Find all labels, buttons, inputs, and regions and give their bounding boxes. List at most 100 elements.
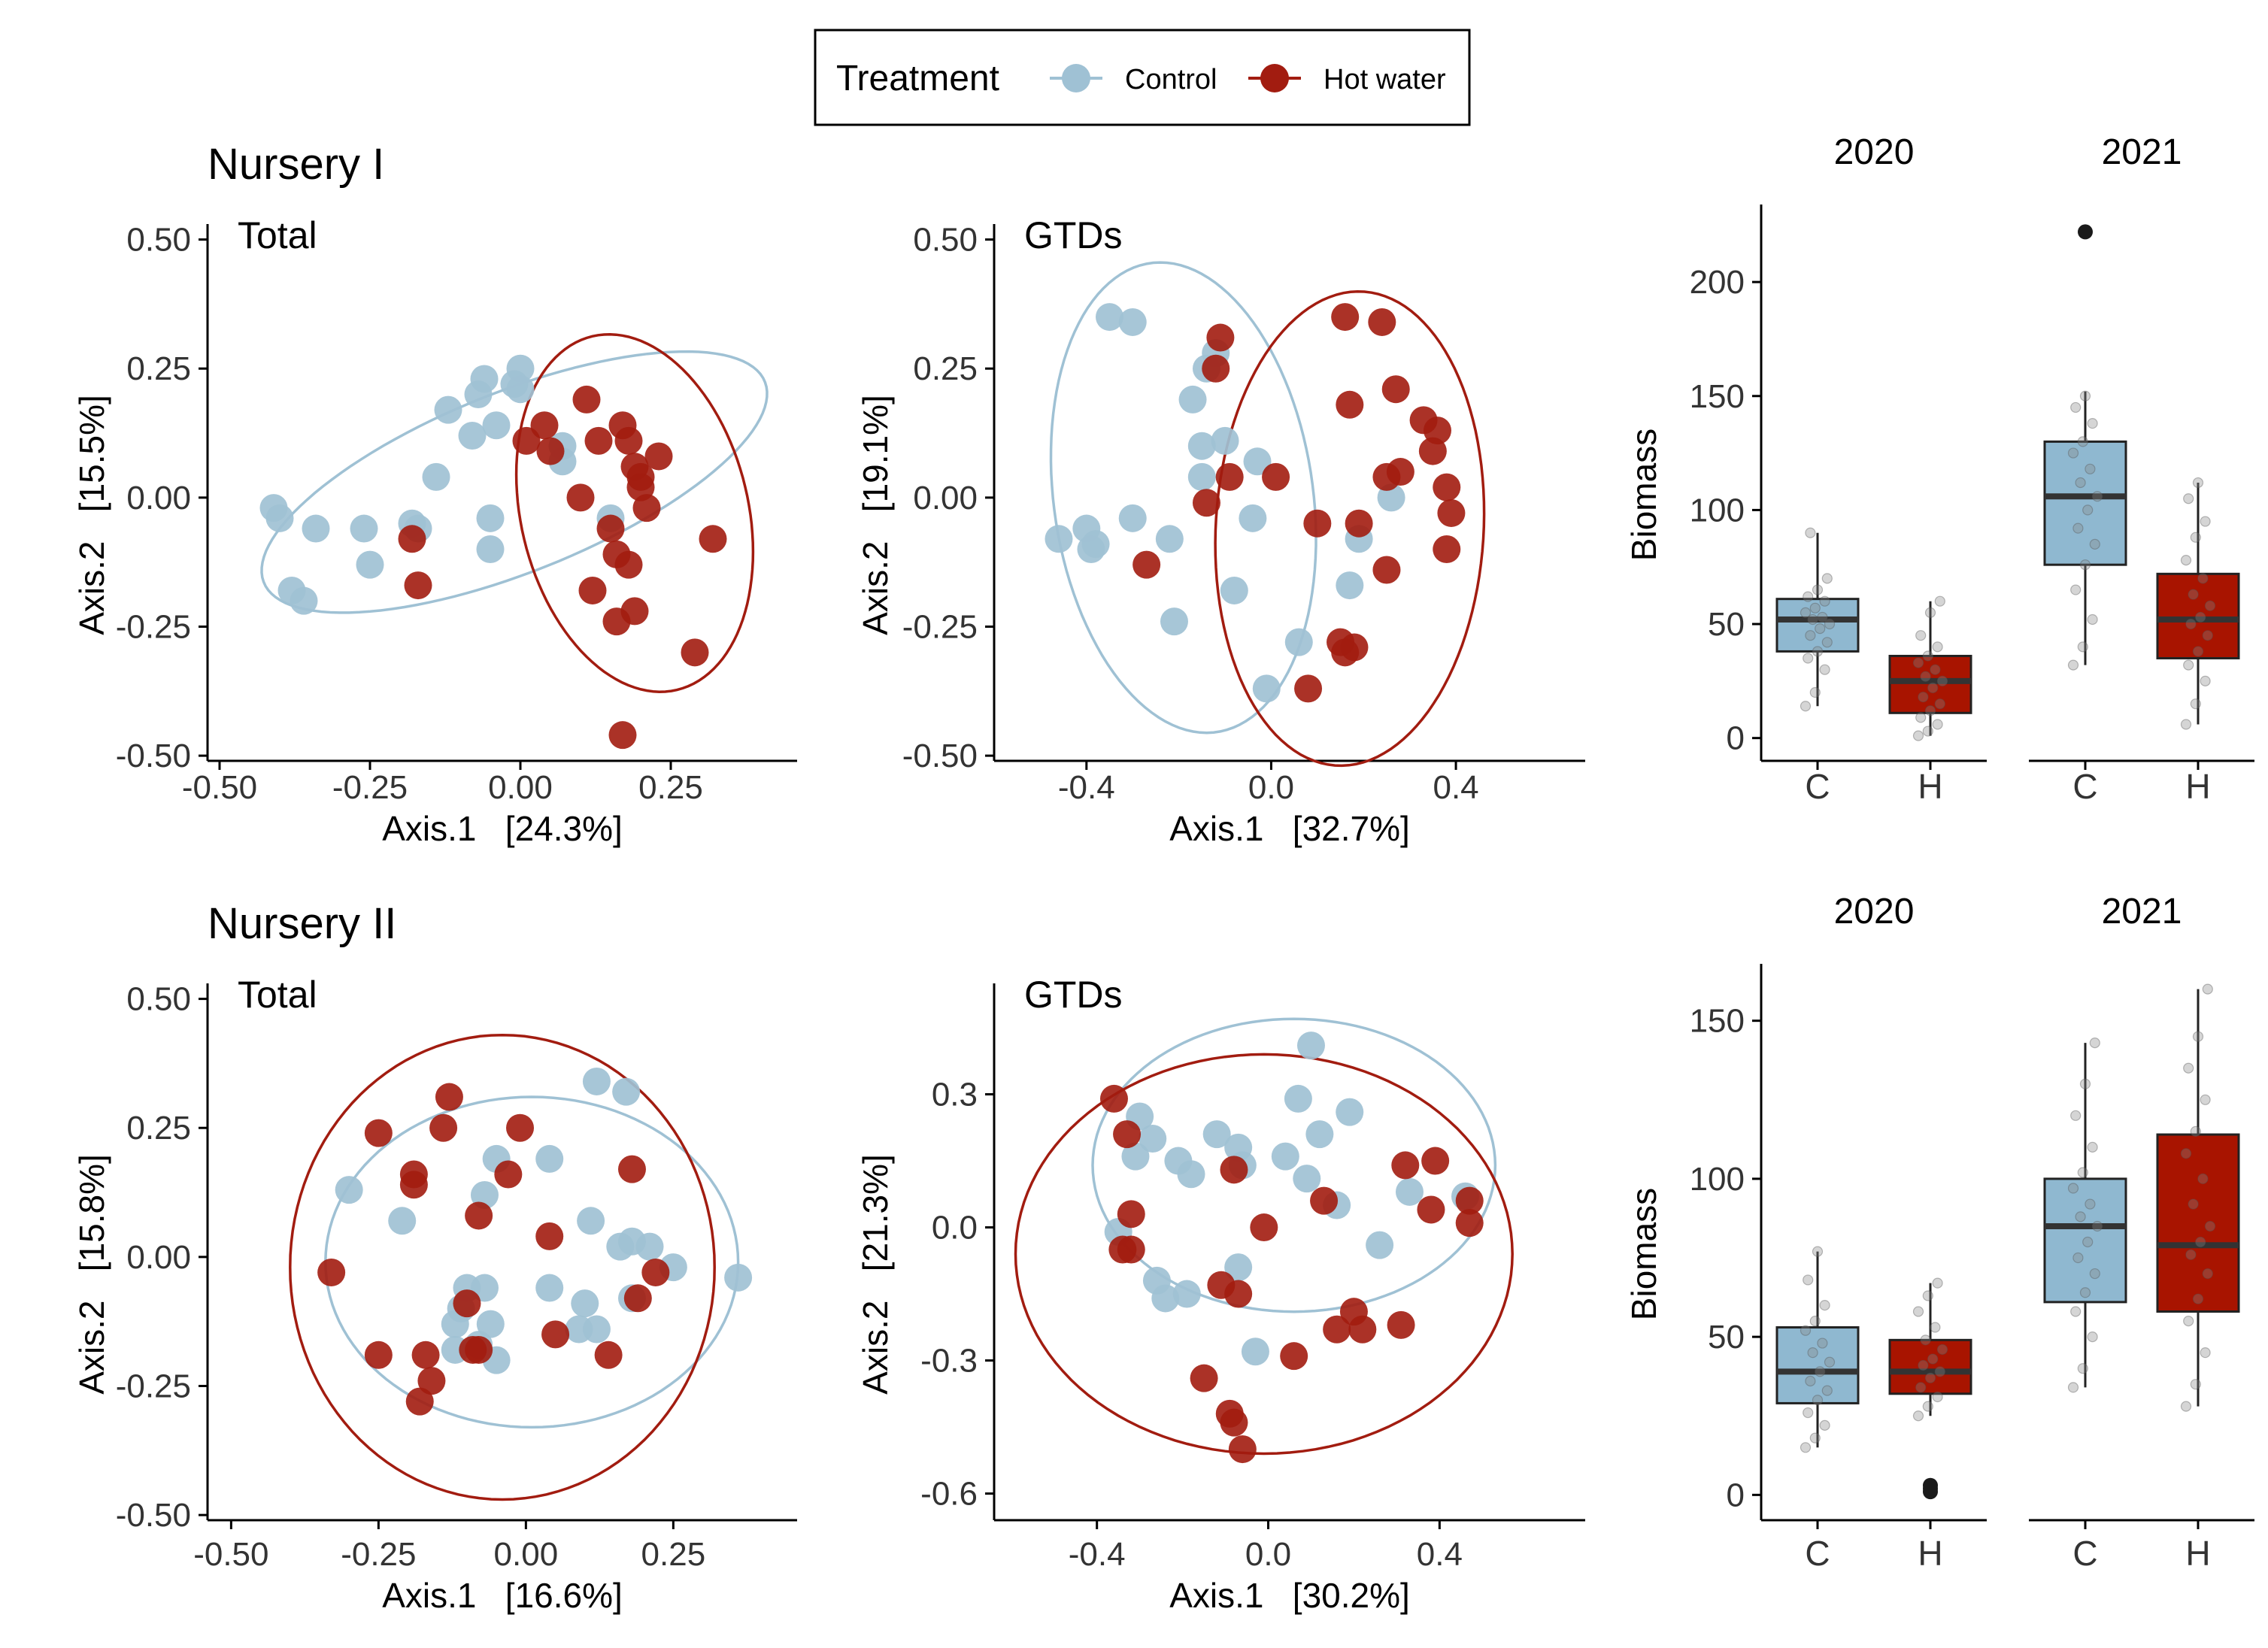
point-hot-water xyxy=(1345,509,1373,538)
y-tick-label: 150 xyxy=(1690,378,1745,415)
x-tick-label: 0.0 xyxy=(1245,1536,1291,1573)
point-control xyxy=(356,550,384,579)
x-tick-label: 0.4 xyxy=(1417,1536,1463,1573)
point-hot-water xyxy=(398,525,426,553)
facet-title: 2020 xyxy=(1834,132,1915,172)
point-control xyxy=(350,514,378,543)
jitter-point xyxy=(2077,1167,2088,1178)
x-tick-label: H xyxy=(1918,1534,1942,1573)
jitter-point xyxy=(2200,675,2211,686)
ellipse-hot-water xyxy=(289,1033,716,1501)
panel-label: GTDs xyxy=(1024,974,1123,1016)
jitter-point xyxy=(2190,698,2201,710)
x-tick-label: H xyxy=(2185,1534,2210,1573)
point-hot-water xyxy=(572,385,601,414)
point-hot-water xyxy=(465,1335,493,1364)
point-control xyxy=(1241,1337,1269,1366)
box-hot-water xyxy=(1888,654,1972,714)
box-hot-water xyxy=(2156,572,2240,660)
point-hot-water xyxy=(411,1341,440,1369)
jitter-point xyxy=(2077,436,2088,447)
jitter-point xyxy=(1812,584,1824,595)
point-hot-water xyxy=(453,1289,481,1318)
point-control xyxy=(506,375,535,404)
y-tick-label: -0.25 xyxy=(902,609,978,646)
jitter-point xyxy=(2091,491,2103,502)
legend-key-hot-water xyxy=(1260,64,1289,92)
legend-label-control: Control xyxy=(1125,64,1217,95)
point-control xyxy=(1177,1160,1205,1189)
point-control xyxy=(290,586,318,615)
point-hot-water xyxy=(681,638,709,667)
y-tick-label: 0.00 xyxy=(913,480,978,517)
jitter-point xyxy=(1803,653,1814,664)
point-control xyxy=(1243,447,1272,476)
legend-title: Treatment xyxy=(836,59,999,98)
point-hot-water xyxy=(1387,1310,1415,1339)
jitter-point xyxy=(1934,1366,1945,1377)
point-hot-water xyxy=(435,1083,463,1111)
outlier-point xyxy=(1923,1477,1938,1493)
point-hot-water xyxy=(530,411,559,440)
point-control xyxy=(506,354,535,383)
point-control xyxy=(422,462,450,491)
panel-nursery2-biomass: 0 50 100 150 Biomass 2020 C H 2021 C H xyxy=(1624,892,2254,1573)
point-control xyxy=(434,395,462,424)
point-hot-water xyxy=(364,1119,393,1147)
jitter-point xyxy=(1927,1353,1939,1365)
jitter-point xyxy=(1800,607,1812,618)
jitter-point xyxy=(2070,401,2082,414)
point-hot-water xyxy=(620,597,649,626)
jitter-point xyxy=(2070,1306,2082,1317)
jitter-point xyxy=(2185,1249,2197,1260)
x-tick-label: -0.4 xyxy=(1058,769,1115,806)
point-control xyxy=(1296,1032,1325,1060)
x-axis-label: Axis.1 [32.7%] xyxy=(1169,809,1410,848)
point-hot-water xyxy=(1117,1200,1145,1228)
jitter-point xyxy=(2087,418,2098,429)
point-hot-water xyxy=(617,1155,646,1183)
y-axis-label: Axis.2 [15.5%] xyxy=(72,395,111,635)
point-control xyxy=(1220,576,1248,604)
legend: Treatment Control Hot water xyxy=(814,29,1471,126)
jitter-point xyxy=(1812,1395,1824,1406)
ellipse-control xyxy=(260,350,769,614)
y-axis-label: Biomass xyxy=(1624,1188,1663,1320)
box-hot-water xyxy=(2156,1133,2240,1313)
outlier-point xyxy=(2078,224,2093,240)
jitter-point xyxy=(1918,1359,1929,1371)
jitter-point xyxy=(2091,1220,2103,1232)
jitter-point xyxy=(1932,641,1943,653)
x-tick-label: 0.25 xyxy=(641,1536,706,1573)
point-hot-water xyxy=(1372,556,1401,584)
jitter-point xyxy=(1819,1299,1830,1311)
point-hot-water xyxy=(614,426,643,455)
point-hot-water xyxy=(1132,550,1161,579)
jitter-point xyxy=(2204,1220,2216,1232)
point-hot-water xyxy=(535,1222,564,1250)
jitter-point xyxy=(2202,630,2213,641)
jitter-point xyxy=(2082,1236,2094,1248)
jitter-point xyxy=(1805,527,1816,538)
point-control xyxy=(635,1232,664,1261)
x-tick-label: C xyxy=(2072,767,2097,806)
x-axis-label: Axis.1 [16.6%] xyxy=(382,1576,623,1615)
y-tick-label: 100 xyxy=(1690,492,1745,529)
box-hot-water xyxy=(1888,1338,1972,1395)
point-hot-water xyxy=(1117,1235,1145,1264)
jitter-point xyxy=(2200,1094,2211,1105)
point-hot-water xyxy=(1336,390,1364,419)
point-control xyxy=(1118,504,1147,532)
y-tick-label: 0.25 xyxy=(126,350,191,387)
row-title-nursery-2: Nursery II xyxy=(208,899,396,948)
point-hot-water xyxy=(1220,1408,1248,1437)
point-control xyxy=(1178,385,1207,414)
point-hot-water xyxy=(536,437,565,465)
point-control xyxy=(476,1310,505,1338)
point-control xyxy=(1336,1098,1364,1126)
point-control xyxy=(535,1144,564,1173)
point-control xyxy=(1121,1142,1150,1171)
panel-label: Total xyxy=(238,214,317,256)
facet-2021: 2021 C H xyxy=(2029,892,2254,1573)
point-hot-water xyxy=(1294,674,1323,703)
